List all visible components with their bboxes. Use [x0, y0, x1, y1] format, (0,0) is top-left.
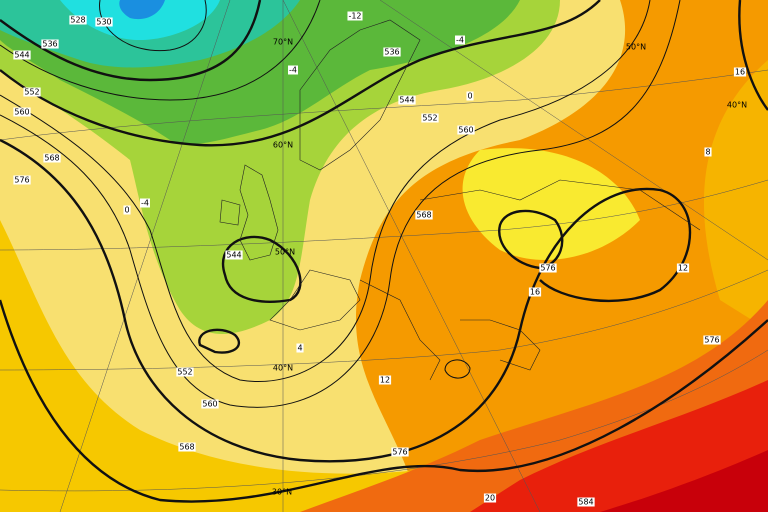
contour-label: 530: [96, 18, 111, 27]
label-box: [378, 375, 392, 385]
label-box: [23, 87, 41, 97]
latitude-label: 40°N: [727, 101, 747, 110]
contour-label: 552: [24, 88, 39, 97]
label-box: [733, 67, 747, 77]
contour-label: 544: [226, 251, 241, 260]
latitude-label: 60°N: [273, 141, 293, 150]
latitude-label: 40°N: [273, 364, 293, 373]
temp-label: 8: [705, 148, 710, 157]
label-box: [41, 39, 59, 49]
label-box: [347, 11, 363, 21]
coastlines: [219, 19, 701, 381]
label-box: [296, 343, 304, 353]
contour-label: 560: [202, 400, 217, 409]
contour-label: 528: [70, 16, 85, 25]
contour-label: 584: [578, 498, 593, 507]
label-box: [421, 113, 439, 123]
label-box: [704, 147, 712, 157]
label-box: [415, 210, 433, 220]
contour-label: 576: [540, 264, 555, 273]
contour-label: 552: [177, 368, 192, 377]
contour-label: 560: [14, 108, 29, 117]
temp-label: 12: [678, 264, 688, 273]
latitude-label: 30°N: [272, 488, 292, 497]
label-box: [123, 205, 131, 215]
label-box: [201, 399, 219, 409]
contour-label: 568: [44, 154, 59, 163]
contour-label: 560: [458, 126, 473, 135]
temp-label: 16: [530, 288, 540, 297]
temp-label: -12: [348, 12, 361, 21]
label-box: [178, 442, 196, 452]
label-box: [457, 125, 475, 135]
label-box: [13, 107, 31, 117]
contour-label: 544: [14, 51, 29, 60]
latitude-label: 50°N: [626, 43, 646, 52]
label-box: [676, 263, 690, 273]
contour-label: 552: [422, 114, 437, 123]
temp-label: 12: [380, 376, 390, 385]
label-box: [398, 95, 416, 105]
label-box: [95, 17, 113, 27]
label-box: [288, 65, 298, 75]
temp-label: 0: [124, 206, 129, 215]
contour-label: 544: [399, 96, 414, 105]
temp-label: -4: [456, 36, 464, 45]
label-box: [703, 335, 721, 345]
contour-label: 568: [179, 443, 194, 452]
temp-label: 16: [735, 68, 745, 77]
temp-label: -4: [141, 199, 149, 208]
temp-label: -4: [289, 66, 297, 75]
latitude-label: 50°N: [275, 248, 295, 257]
contour-label: 568: [416, 211, 431, 220]
latitude-label: 70°N: [273, 38, 293, 47]
label-box: [577, 497, 595, 507]
label-box: [13, 175, 31, 185]
label-box: [391, 447, 409, 457]
label-box: [176, 367, 194, 377]
label-box: [43, 153, 61, 163]
label-box: [539, 263, 557, 273]
temp-label: 4: [297, 344, 302, 353]
label-box: [13, 50, 31, 60]
temp-label: 0: [467, 92, 472, 101]
label-box: [466, 91, 474, 101]
contour-label: 576: [704, 336, 719, 345]
contour-label: 536: [384, 48, 399, 57]
label-box: [455, 35, 465, 45]
label-box: [225, 250, 243, 260]
label-box: [140, 198, 150, 208]
contour-labels: 528 530 536 544 552 560 568 576 0 -4 544…: [13, 11, 747, 507]
label-box: [383, 47, 401, 57]
label-box: [528, 287, 542, 297]
label-box: [483, 493, 497, 503]
contour-label: 576: [14, 176, 29, 185]
label-box: [69, 15, 87, 25]
temp-label: 20: [485, 494, 495, 503]
contour-label: 536: [42, 40, 57, 49]
contour-label: 576: [392, 448, 407, 457]
